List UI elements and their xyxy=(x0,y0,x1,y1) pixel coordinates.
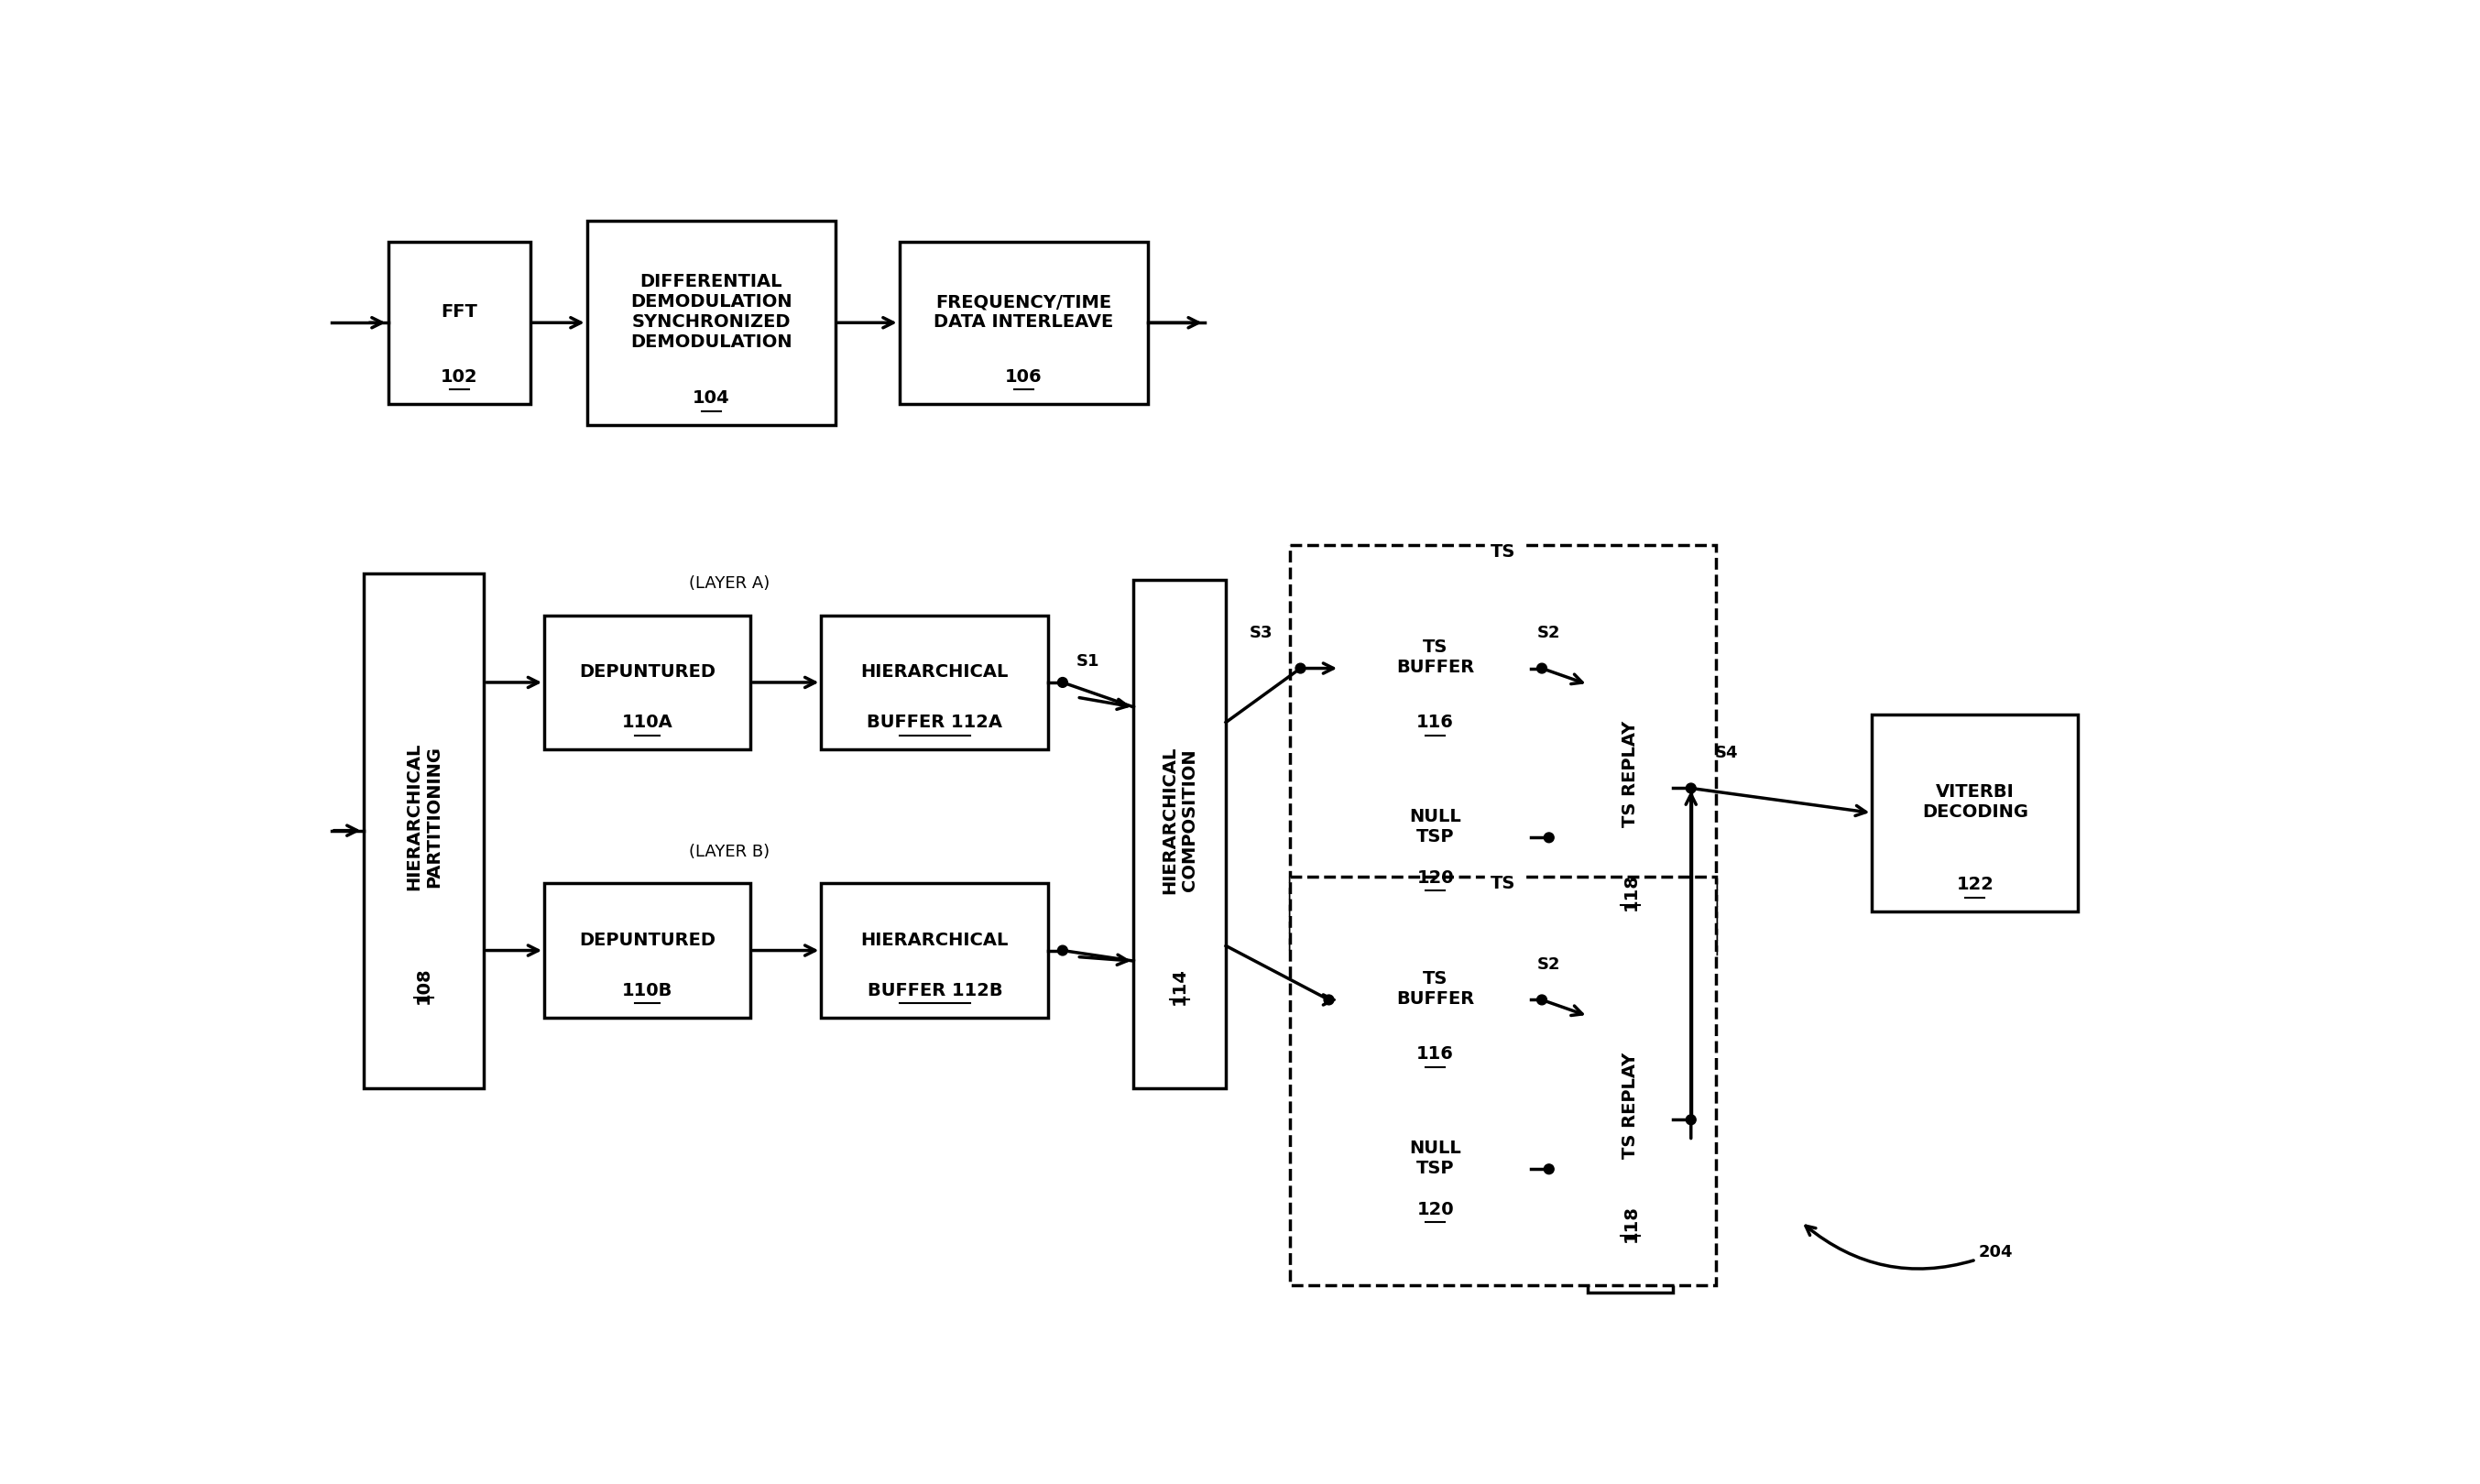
Bar xyxy=(1290,545,1716,954)
Text: 120: 120 xyxy=(1416,870,1453,886)
Text: (LAYER A): (LAYER A) xyxy=(689,576,769,592)
Bar xyxy=(1339,919,1530,1080)
Text: HIERARCHICAL: HIERARCHICAL xyxy=(861,663,1009,681)
Text: 110A: 110A xyxy=(622,714,672,732)
Text: DEPUNTURED: DEPUNTURED xyxy=(578,663,717,681)
Bar xyxy=(1339,1103,1530,1236)
Text: FREQUENCY/TIME
DATA INTERLEAVE: FREQUENCY/TIME DATA INTERLEAVE xyxy=(932,294,1114,331)
Text: DIFFERENTIAL
DEMODULATION
SYNCHRONIZED
DEMODULATION: DIFFERENTIAL DEMODULATION SYNCHRONIZED D… xyxy=(630,273,791,352)
Bar xyxy=(588,221,836,424)
Circle shape xyxy=(1056,678,1066,687)
Bar xyxy=(1872,714,2078,911)
Bar xyxy=(1339,770,1530,905)
Text: 118: 118 xyxy=(1622,1205,1639,1242)
Bar xyxy=(1339,588,1530,749)
Text: TS REPLAY: TS REPLAY xyxy=(1622,721,1639,828)
Circle shape xyxy=(1545,1163,1555,1174)
Bar xyxy=(543,616,751,749)
Text: (LAYER B): (LAYER B) xyxy=(689,843,769,859)
Circle shape xyxy=(1686,1114,1696,1125)
Bar xyxy=(387,242,531,404)
Bar xyxy=(1290,877,1716,1285)
Text: S3: S3 xyxy=(1250,625,1272,641)
Text: DEPUNTURED: DEPUNTURED xyxy=(578,930,717,948)
Text: FFT: FFT xyxy=(441,303,476,321)
Text: 122: 122 xyxy=(1957,876,1994,893)
Text: NULL
TSP: NULL TSP xyxy=(1409,809,1461,846)
Circle shape xyxy=(1538,663,1548,674)
Text: VITERBI
DECODING: VITERBI DECODING xyxy=(1922,784,2029,821)
Bar xyxy=(543,883,751,1018)
Text: 116: 116 xyxy=(1416,1045,1453,1063)
Bar xyxy=(362,573,484,1088)
Text: 120: 120 xyxy=(1416,1201,1453,1218)
Text: NULL
TSP: NULL TSP xyxy=(1409,1140,1461,1177)
Text: TS
BUFFER: TS BUFFER xyxy=(1396,971,1476,1008)
Text: HIERARCHICAL
PARTITIONING: HIERARCHICAL PARTITIONING xyxy=(404,742,441,890)
Text: BUFFER 112B: BUFFER 112B xyxy=(868,982,1002,999)
Text: 114: 114 xyxy=(1171,968,1188,1005)
Circle shape xyxy=(1686,784,1696,792)
Text: TS: TS xyxy=(1490,874,1515,892)
Circle shape xyxy=(1545,833,1555,843)
Bar xyxy=(1133,580,1225,1088)
Text: TS: TS xyxy=(1490,543,1515,561)
Bar xyxy=(821,883,1049,1018)
Text: 116: 116 xyxy=(1416,714,1453,732)
Bar xyxy=(1587,616,1674,962)
Bar xyxy=(821,616,1049,749)
Bar xyxy=(900,242,1148,404)
Text: S2: S2 xyxy=(1538,625,1560,641)
Text: 204: 204 xyxy=(1805,1226,2014,1269)
Circle shape xyxy=(1295,663,1304,674)
Text: HIERARCHICAL
COMPOSITION: HIERARCHICAL COMPOSITION xyxy=(1161,746,1198,893)
Text: 104: 104 xyxy=(692,389,729,407)
Text: 106: 106 xyxy=(1004,368,1042,386)
Text: TS REPLAY: TS REPLAY xyxy=(1622,1052,1639,1159)
Text: 118: 118 xyxy=(1622,873,1639,911)
Circle shape xyxy=(1538,994,1548,1005)
Text: S2: S2 xyxy=(1538,956,1560,974)
Text: S1: S1 xyxy=(1076,653,1099,669)
Circle shape xyxy=(1056,945,1066,956)
Text: 108: 108 xyxy=(414,966,432,1003)
Text: TS
BUFFER: TS BUFFER xyxy=(1396,640,1476,677)
Bar xyxy=(1587,947,1674,1293)
Text: 110B: 110B xyxy=(622,982,672,999)
Text: 102: 102 xyxy=(441,368,479,386)
Circle shape xyxy=(1324,994,1334,1005)
Text: BUFFER 112A: BUFFER 112A xyxy=(868,714,1002,732)
Text: HIERARCHICAL: HIERARCHICAL xyxy=(861,930,1009,948)
Text: S4: S4 xyxy=(1714,745,1738,761)
